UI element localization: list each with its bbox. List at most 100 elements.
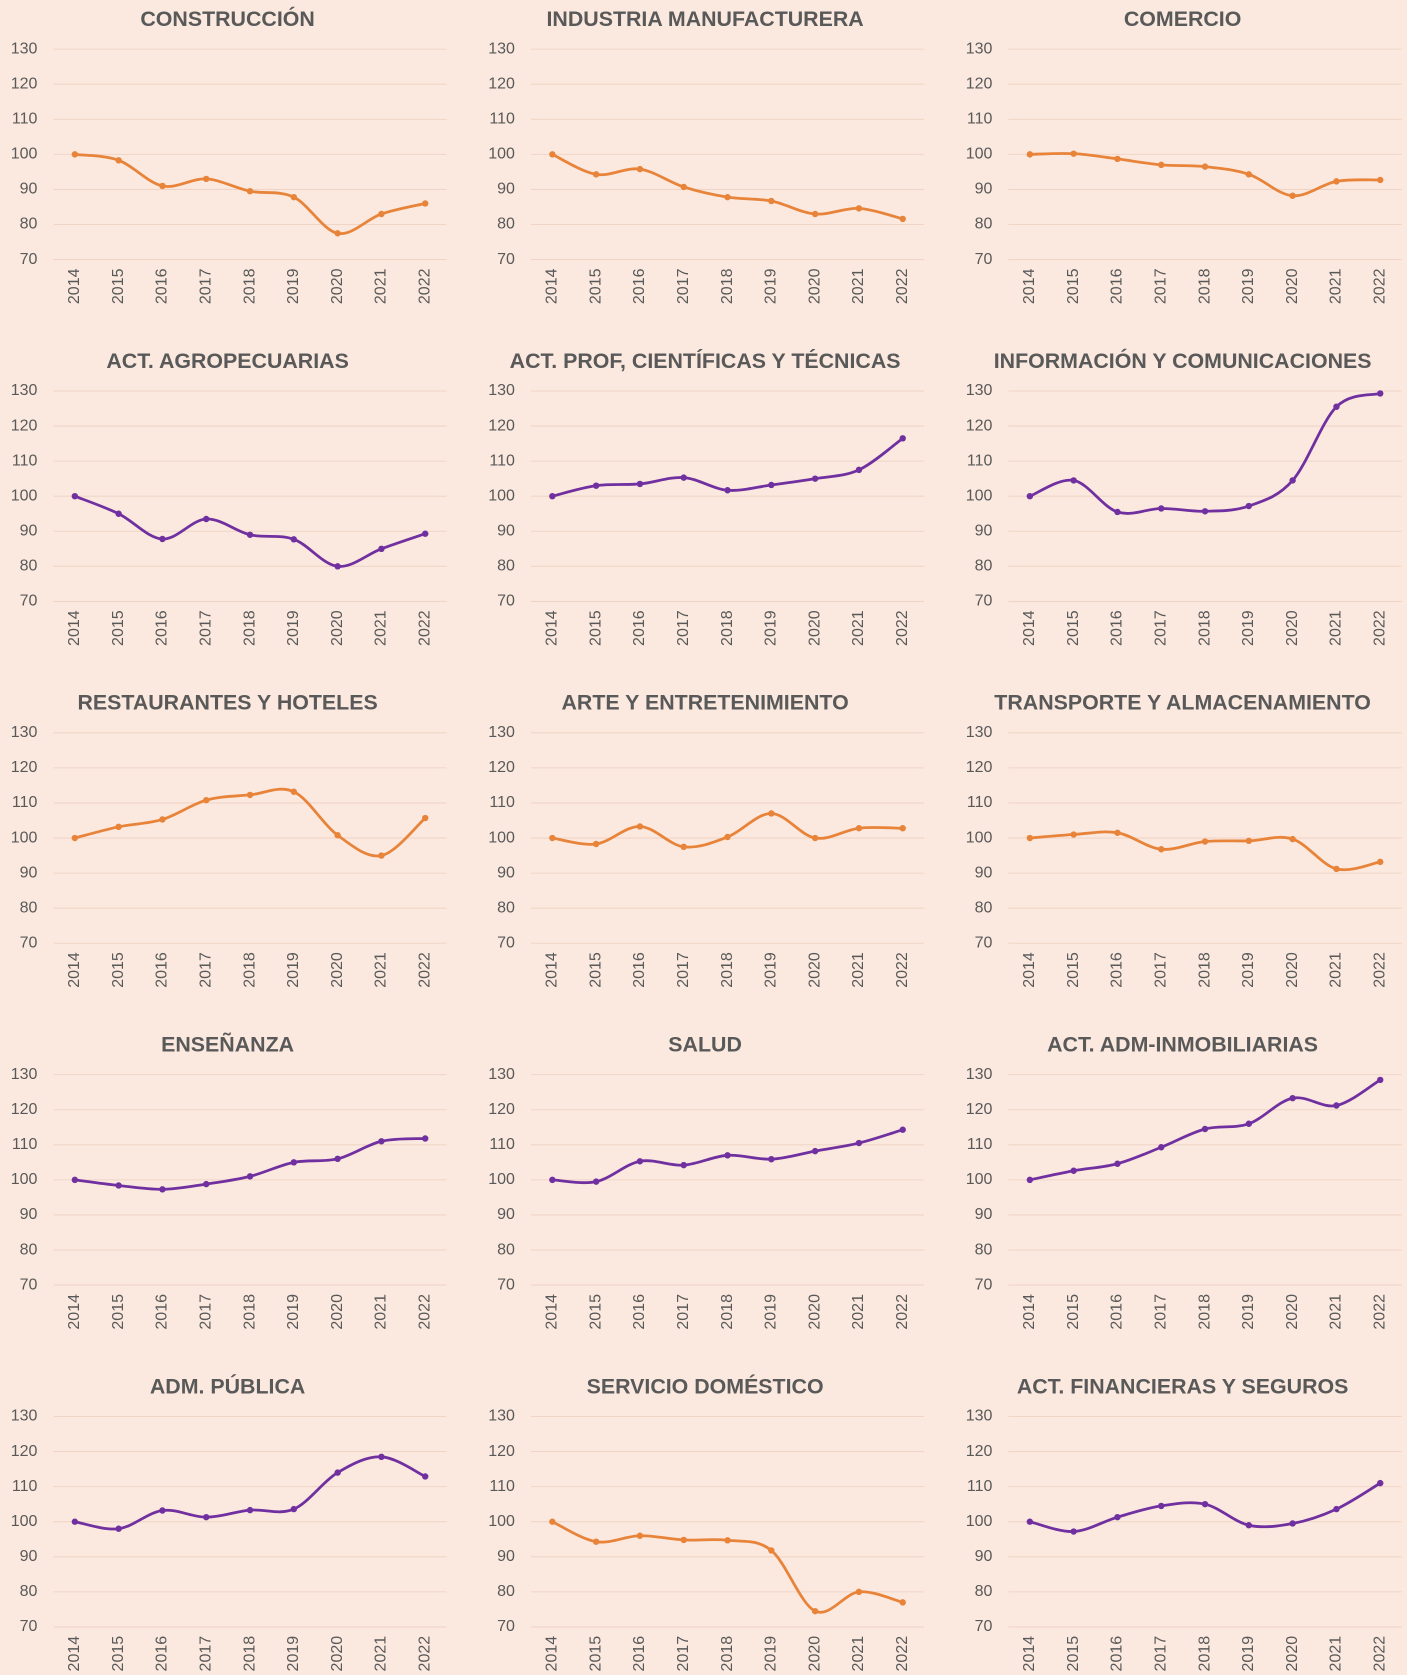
x-tick-label: 2014 [1020,1636,1038,1672]
x-tick-label: 2019 [1239,268,1257,304]
point [290,788,298,795]
point [378,210,385,218]
y-tick-label: 130 [11,1065,38,1083]
x-tick-label: 2017 [1151,610,1169,646]
point [1158,161,1165,169]
x-tick-label: 2017 [674,1294,692,1330]
y-tick-label: 80 [20,1240,38,1258]
chart-title: ENSEÑANZA [161,1031,294,1056]
y-tick-label: 90 [20,1547,38,1565]
x-tick-label: 2020 [805,952,823,988]
point [811,1147,819,1155]
y-tick-label: 110 [489,1477,515,1495]
point [1377,1479,1384,1487]
y-tick-label: 80 [497,215,515,233]
line [552,812,903,849]
y-tick-label: 80 [497,898,515,916]
x-tick-label: 2018 [240,952,258,988]
y-tick-label: 130 [11,381,38,399]
y-tick-label: 130 [488,723,515,741]
x-tick-label: 2015 [586,952,604,988]
y-tick-label: 90 [497,522,515,540]
x-tick-label: 2017 [196,952,214,988]
x-tick-label: 2014 [65,610,83,646]
point [1245,502,1253,510]
y-tick-label: 110 [12,110,38,128]
x-tick-label: 2019 [1239,1636,1257,1672]
x-tick-label: 2017 [196,1294,214,1330]
point [159,1186,166,1193]
y-tick-label: 120 [488,758,515,776]
y-tick-label: 100 [11,486,38,504]
point [636,1158,644,1165]
point [1333,178,1340,185]
point [855,466,863,474]
point [1026,1518,1034,1525]
x-tick-label: 2018 [718,268,736,304]
point [680,1161,687,1169]
x-tick-label: 2016 [1108,1294,1126,1330]
y-tick-label: 130 [966,1065,993,1083]
y-tick-label: 100 [966,1170,993,1188]
point [1070,477,1077,484]
point [1377,858,1384,866]
x-tick-label: 2021 [372,1636,390,1672]
point [768,810,775,817]
y-tick-label: 90 [975,1547,993,1565]
point [378,1138,385,1145]
y-tick-label: 120 [11,74,38,92]
point [636,165,644,173]
point [811,210,819,218]
y-tick-label: 100 [488,486,515,504]
x-tick-label: 2014 [543,610,561,646]
x-tick-label: 2014 [1020,1294,1038,1330]
x-tick-label: 2014 [1020,268,1038,304]
y-tick-label: 90 [497,180,515,198]
y-tick-label: 90 [20,180,38,198]
y-tick-label: 110 [967,110,993,128]
x-tick-label: 2022 [893,268,911,304]
point [115,157,122,164]
point [592,1538,600,1545]
x-tick-label: 2021 [849,1636,867,1672]
y-tick-label: 90 [497,1547,515,1565]
point [680,183,687,191]
x-tick-label: 2018 [1195,1294,1213,1330]
point [1158,846,1165,853]
point [855,205,863,212]
x-tick-label: 2019 [762,268,780,304]
line [74,1137,426,1191]
y-tick-label: 120 [11,416,38,434]
point [115,823,122,831]
y-tick-label: 110 [967,451,993,469]
point [115,510,122,517]
point [290,536,298,543]
point [246,531,254,538]
chart-title: CONSTRUCCIÓN [140,6,314,31]
point [334,563,341,570]
point [1377,176,1384,184]
x-tick-label: 2015 [109,1636,127,1672]
point [290,1159,298,1166]
x-tick-label: 2019 [762,610,780,646]
y-tick-label: 120 [966,416,993,434]
y-tick-label: 70 [20,250,38,268]
x-tick-label: 2018 [240,1636,258,1672]
x-tick-label: 2014 [65,268,83,304]
point [1201,1125,1209,1133]
y-tick-label: 120 [966,758,993,776]
x-tick-label: 2016 [153,1636,171,1672]
y-tick-label: 90 [975,522,993,540]
x-tick-label: 2021 [849,952,867,988]
y-tick-label: 110 [489,451,515,469]
x-tick-label: 2021 [1327,610,1345,646]
y-tick-label: 130 [966,39,993,57]
point [724,193,731,201]
x-tick-label: 2020 [328,1636,346,1672]
point [378,545,385,553]
x-tick-label: 2017 [1151,1294,1169,1330]
y-tick-label: 120 [11,1442,38,1460]
y-tick-label: 80 [497,1582,515,1600]
point [1245,1522,1253,1529]
x-tick-label: 2020 [805,610,823,646]
